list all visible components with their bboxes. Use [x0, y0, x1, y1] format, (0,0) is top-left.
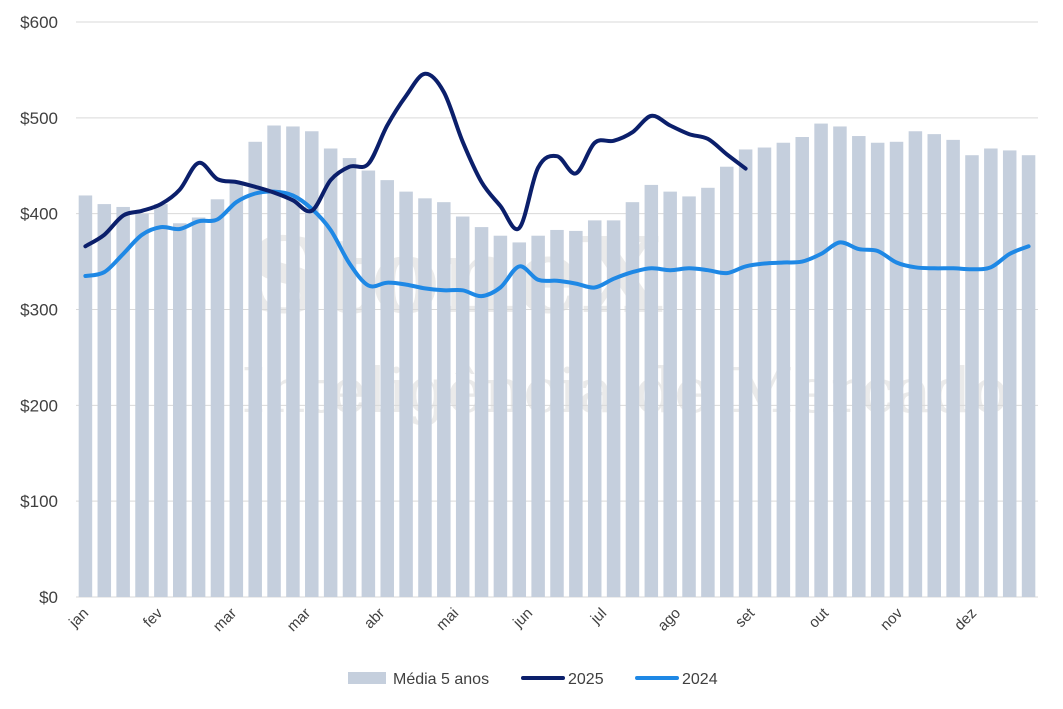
- bar-media-5-anos: [550, 229, 564, 598]
- line-2024: [83, 189, 1031, 299]
- bar-media-5-anos: [531, 235, 545, 598]
- bar-media-5-anos: [172, 223, 187, 597]
- bar-media-5-anos: [210, 199, 225, 597]
- y-tick-label: $500: [20, 109, 58, 128]
- x-tick-label: nov: [877, 604, 906, 633]
- bar-media-5-anos: [1002, 150, 1017, 597]
- bar-media-5-anos: [569, 230, 583, 597]
- bar-media-5-anos: [587, 220, 602, 597]
- bar-media-5-anos: [946, 139, 960, 597]
- y-tick-label: $100: [20, 492, 58, 511]
- y-tick-label: $0: [39, 588, 58, 607]
- bar-media-5-anos: [625, 202, 640, 597]
- bar-media-5-anos: [493, 235, 508, 598]
- bar-media-5-anos: [191, 217, 206, 597]
- bar-media-5-anos: [965, 155, 979, 598]
- bar-media-5-anos: [267, 125, 281, 597]
- bar-media-5-anos: [78, 195, 93, 598]
- bar-media-5-anos: [720, 166, 734, 598]
- bar-media-5-anos: [644, 184, 659, 597]
- bar-media-5-anos: [342, 158, 357, 598]
- bar-media-5-anos: [512, 242, 527, 597]
- y-tick-label: $200: [20, 396, 58, 415]
- x-tick-label: dez: [951, 605, 980, 634]
- bar-media-5-anos: [757, 147, 772, 597]
- bar-media-5-anos: [1021, 155, 1036, 598]
- legend-label-2024: 2024: [682, 671, 718, 688]
- bar-media-5-anos: [455, 216, 470, 597]
- y-axis: $0 $100 $200 $300 $400 $500 $600: [20, 13, 58, 607]
- x-tick-label: mar: [284, 605, 314, 635]
- bar-media-5-anos: [870, 142, 885, 597]
- x-tick-label: ago: [654, 605, 684, 635]
- bar-media-5-anos: [701, 187, 715, 597]
- bar-series: [78, 123, 1036, 598]
- x-tick-label: jul: [587, 605, 610, 628]
- y-tick-label: $300: [20, 301, 58, 320]
- bar-media-5-anos: [380, 180, 394, 597]
- bar-media-5-anos: [984, 148, 998, 597]
- bar-media-5-anos: [663, 191, 677, 597]
- x-tick-label: jun: [509, 605, 536, 632]
- legend-label-media-5-anos: Média 5 anos: [393, 671, 489, 688]
- bar-media-5-anos: [154, 204, 168, 598]
- x-tick-label: jan: [65, 605, 92, 632]
- bar-media-5-anos: [908, 131, 923, 597]
- x-tick-label: abr: [361, 605, 388, 632]
- x-tick-label: mai: [433, 605, 462, 634]
- bar-media-5-anos: [323, 148, 338, 597]
- x-tick-label: mar: [210, 605, 240, 635]
- bar-media-5-anos: [833, 126, 847, 597]
- bar-media-5-anos: [116, 206, 130, 598]
- bar-media-5-anos: [286, 126, 300, 597]
- x-axis: jan fev mar mar abr mai jun jul ago set out nov dez: [65, 604, 980, 635]
- bar-media-5-anos: [361, 170, 376, 597]
- bar-media-5-anos: [437, 202, 451, 597]
- bar-media-5-anos: [795, 137, 809, 597]
- bar-media-5-anos: [927, 134, 942, 597]
- bar-media-5-anos: [248, 141, 262, 597]
- bar-media-5-anos: [852, 136, 866, 597]
- y-tick-label: $600: [20, 13, 58, 32]
- bar-media-5-anos: [889, 141, 904, 597]
- line-2025: [83, 71, 748, 249]
- bar-media-5-anos: [682, 196, 696, 597]
- bar-media-5-anos: [305, 131, 319, 597]
- legend-swatch-media-5-anos: [348, 672, 386, 684]
- bar-media-5-anos: [97, 204, 112, 598]
- bar-media-5-anos: [738, 149, 753, 598]
- bar-media-5-anos: [399, 191, 413, 597]
- x-tick-label: fev: [140, 604, 167, 631]
- y-tick-label: $400: [20, 205, 58, 224]
- bar-media-5-anos: [776, 142, 791, 597]
- legend: Média 5 anos 2025 2024: [348, 671, 718, 688]
- bar-media-5-anos: [606, 220, 621, 597]
- x-tick-label: set: [732, 604, 759, 631]
- bar-media-5-anos: [474, 227, 489, 598]
- line-series: [83, 71, 1031, 299]
- bar-media-5-anos: [229, 183, 244, 597]
- x-tick-label: out: [805, 604, 832, 631]
- legend-label-2025: 2025: [568, 671, 604, 688]
- bar-media-5-anos: [418, 198, 432, 598]
- bar-media-5-anos: [135, 213, 149, 597]
- bar-media-5-anos: [814, 123, 828, 597]
